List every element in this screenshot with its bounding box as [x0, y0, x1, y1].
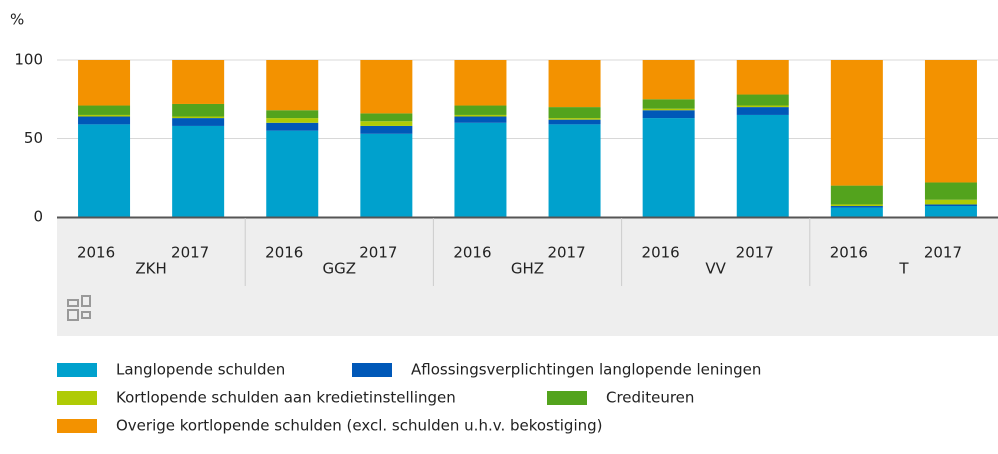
bar-segment	[78, 114, 131, 117]
bar-segment	[924, 204, 977, 207]
bar-segment	[360, 125, 413, 134]
bar-segment	[172, 116, 225, 119]
bar-segment	[548, 118, 601, 120]
bar-segment	[830, 207, 883, 217]
bar-segment	[736, 60, 789, 95]
bar-segment	[266, 122, 319, 131]
bar-segment	[736, 107, 789, 115]
bar-segment	[454, 122, 507, 217]
y-axis-label: %	[10, 11, 24, 29]
x-tick-label: 2017	[736, 244, 774, 262]
x-tick-label: 2016	[265, 244, 303, 262]
bar-segment	[360, 60, 413, 114]
bar-segment	[266, 130, 319, 217]
bar-segment	[548, 60, 601, 108]
x-tick-label: 2016	[830, 244, 868, 262]
bar-segment	[830, 204, 883, 207]
legend-label: Langlopende schulden	[116, 361, 285, 379]
x-tick-label: 2016	[642, 244, 680, 262]
bar-segment	[360, 121, 413, 126]
bar-segment	[548, 124, 601, 217]
bar-segment	[78, 60, 131, 106]
x-tick-label: 2016	[77, 244, 115, 262]
x-tick-label: 2017	[359, 244, 397, 262]
bar-segment	[548, 107, 601, 119]
legend-label: Overige kortlopende schulden (excl. schu…	[116, 417, 603, 435]
bar-segment	[454, 60, 507, 106]
bar-segment	[830, 206, 883, 208]
logo	[67, 295, 91, 321]
legend-label: Kortlopende schulden aan kredietinstelli…	[116, 389, 456, 407]
legend-swatch	[57, 391, 97, 405]
bar-segment	[642, 118, 695, 217]
bar-segment	[172, 60, 225, 104]
bar-segment	[360, 113, 413, 122]
bar-segment	[78, 116, 131, 125]
bar-segment	[266, 110, 319, 119]
x-tick-label: 2016	[453, 244, 491, 262]
legend-swatch	[57, 363, 97, 377]
bar-segment	[454, 116, 507, 123]
bar-segment	[172, 125, 225, 217]
bar-segment	[172, 103, 225, 117]
bar-segment	[830, 185, 883, 205]
bar-segment	[266, 118, 319, 123]
bar-segment	[924, 182, 977, 200]
group-label: VV	[705, 260, 726, 278]
bar-segment	[736, 114, 789, 217]
y-tick-label: 0	[33, 208, 43, 226]
bar-segment	[736, 105, 789, 108]
bar-segment	[924, 199, 977, 205]
x-tick-label: 2017	[171, 244, 209, 262]
bar-segment	[548, 119, 601, 125]
bar-segment	[736, 94, 789, 106]
legend-swatch	[352, 363, 392, 377]
x-tick-label: 2017	[924, 244, 962, 262]
axis-band	[57, 218, 998, 336]
legend-label: Aflossingsverplichtingen langlopende len…	[411, 361, 761, 379]
group-label: ZKH	[135, 260, 166, 278]
bar-segment	[924, 60, 977, 183]
bar-segment	[642, 110, 695, 119]
y-tick-label: 100	[14, 51, 43, 69]
y-tick-label: 50	[24, 129, 43, 147]
bar-segment	[360, 133, 413, 217]
group-label: T	[898, 260, 909, 278]
x-tick-label: 2017	[547, 244, 585, 262]
bar-segment	[830, 60, 883, 186]
bar-segment	[454, 105, 507, 115]
legend-swatch	[547, 391, 587, 405]
bar-segment	[266, 60, 319, 111]
bar-segment	[78, 124, 131, 217]
bar-segment	[172, 118, 225, 126]
bar-segment	[642, 99, 695, 109]
legend-swatch	[57, 419, 97, 433]
bar-segment	[642, 60, 695, 100]
group-label: GGZ	[323, 260, 357, 278]
bar-segment	[78, 105, 131, 115]
legend-label: Crediteuren	[606, 389, 694, 407]
group-label: GHZ	[511, 260, 544, 278]
bar-segment	[454, 114, 507, 117]
bar-segment	[924, 206, 977, 217]
bar-segment	[642, 108, 695, 111]
